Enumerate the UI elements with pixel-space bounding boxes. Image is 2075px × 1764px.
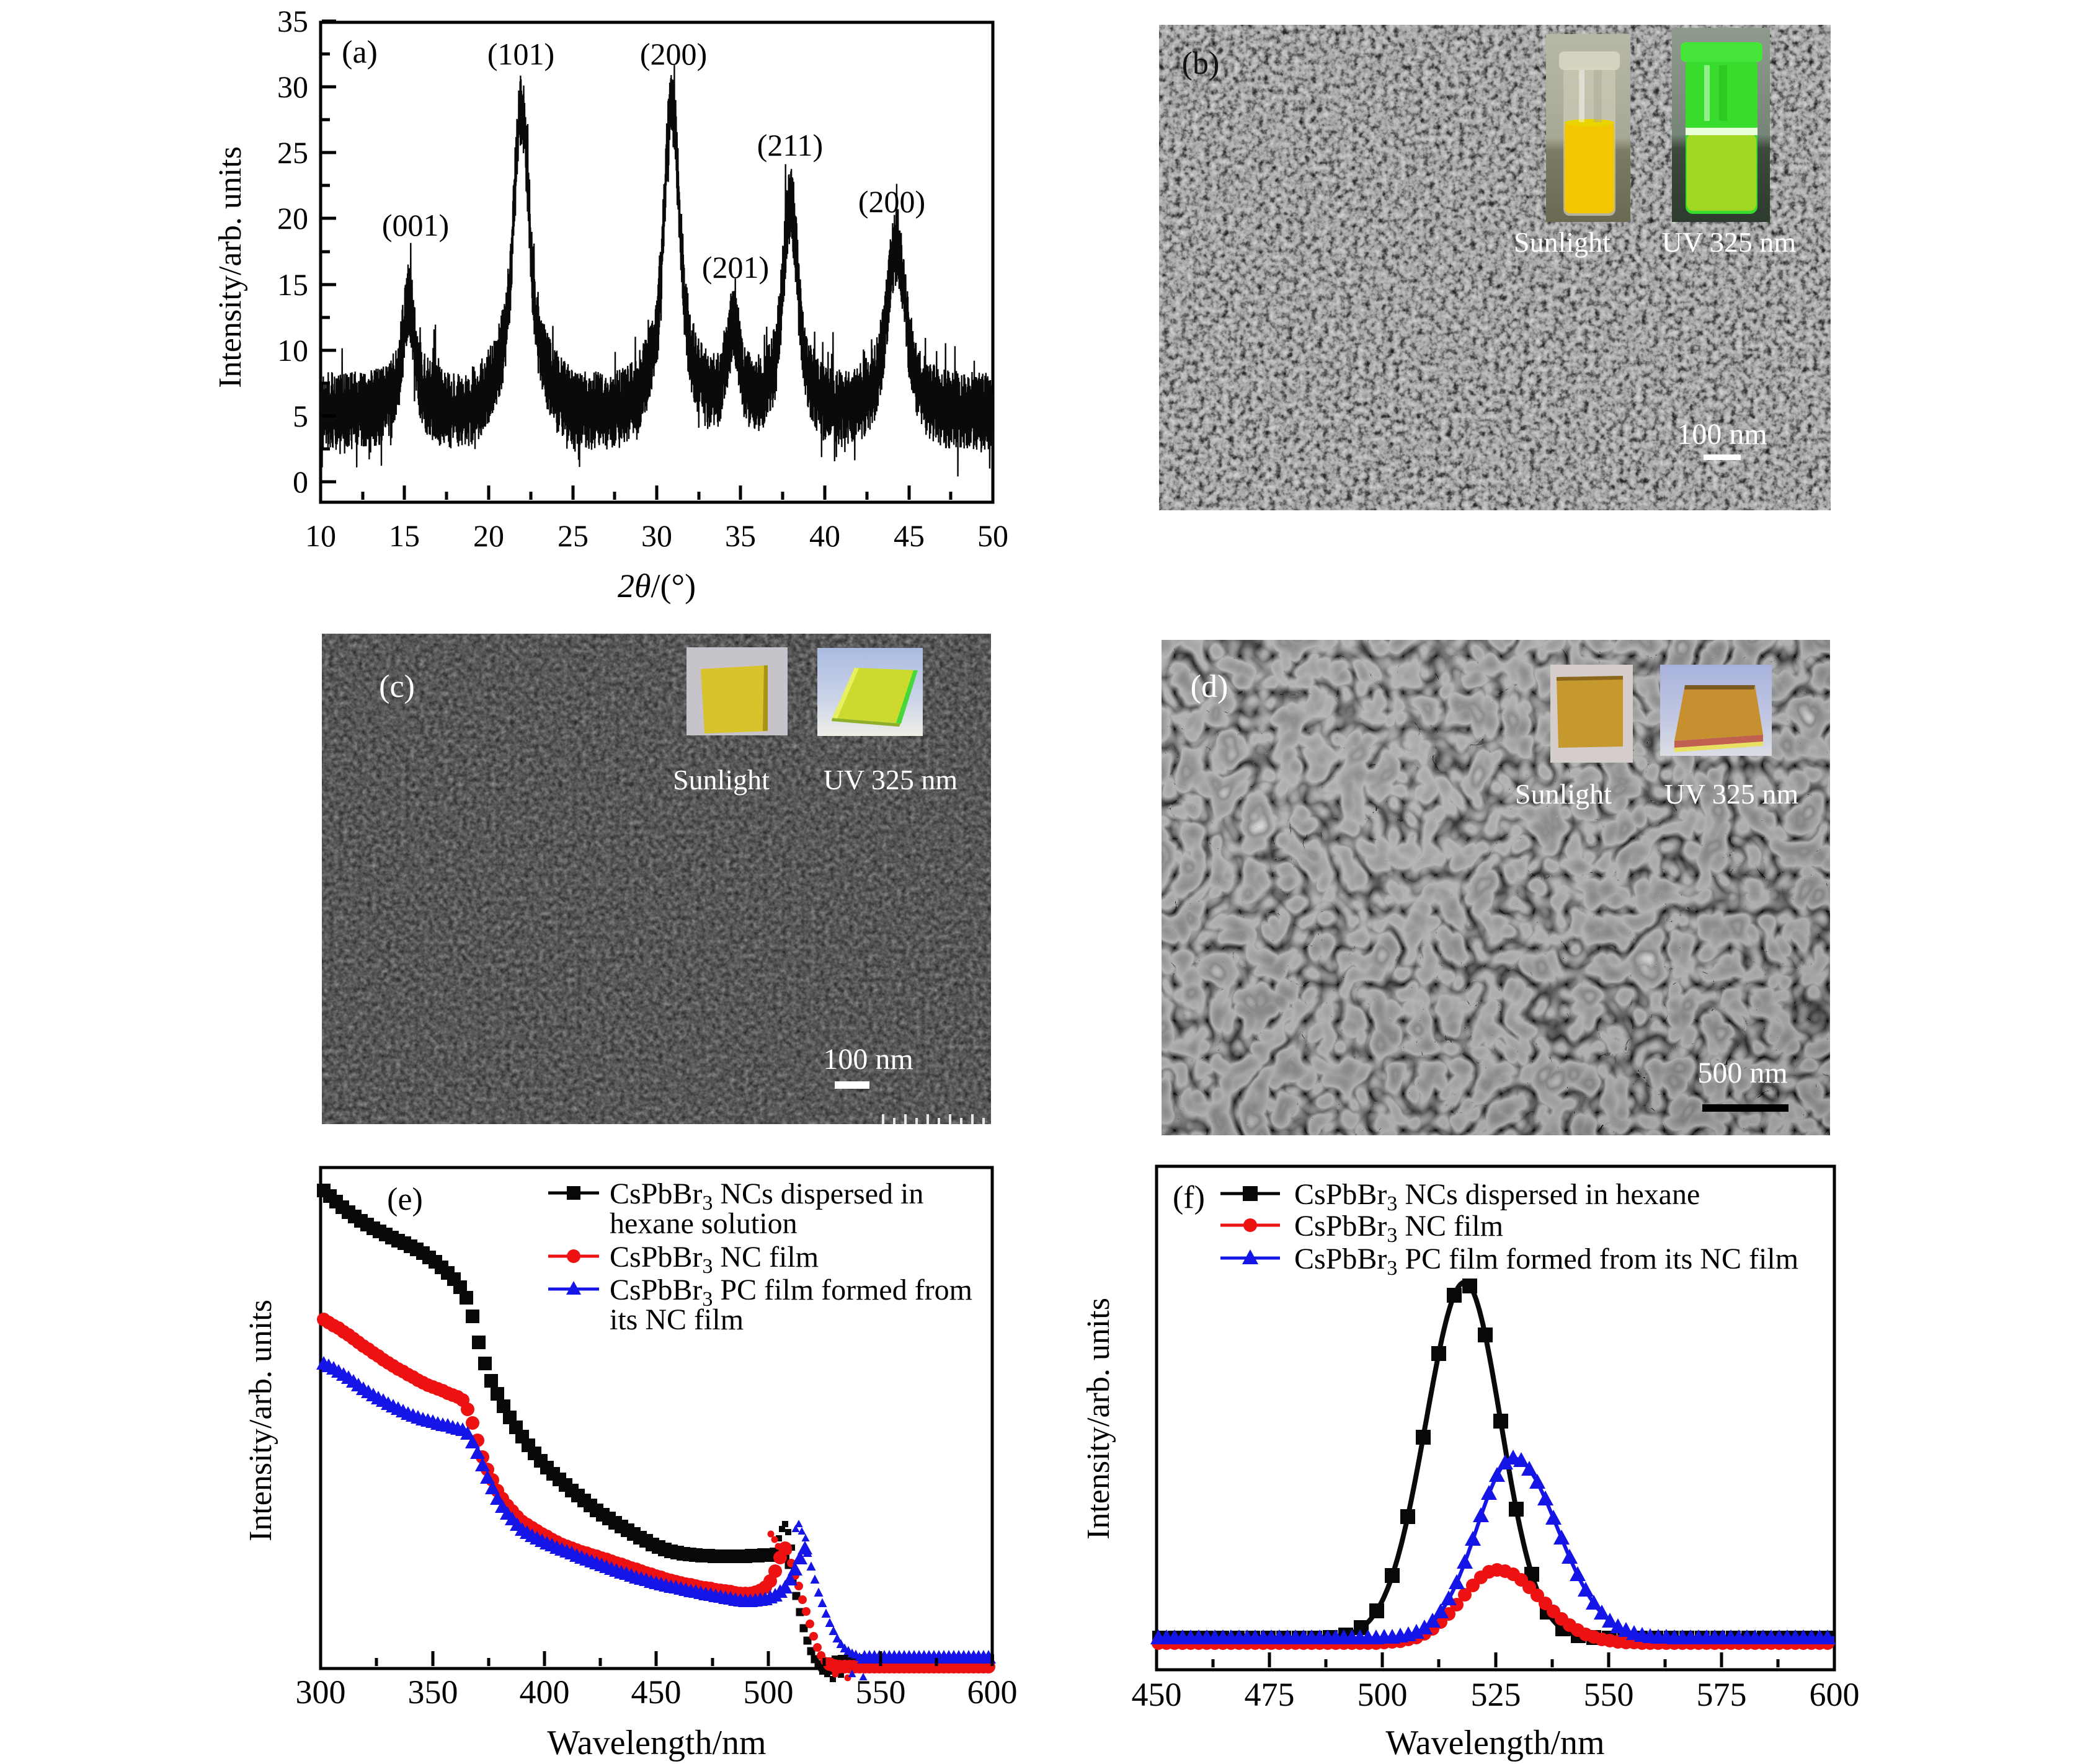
- svg-text:0: 0: [293, 464, 308, 499]
- svg-text:Sunlight: Sunlight: [1514, 226, 1611, 258]
- svg-text:525: 525: [1471, 1676, 1521, 1713]
- svg-text:(200): (200): [640, 37, 707, 71]
- svg-text:10: 10: [305, 518, 336, 553]
- svg-text:(211): (211): [757, 128, 823, 162]
- svg-text:Wavelength/nm: Wavelength/nm: [547, 1724, 766, 1762]
- svg-text:(f): (f): [1173, 1180, 1205, 1215]
- svg-text:20: 20: [473, 518, 504, 553]
- svg-text:(a): (a): [342, 35, 378, 70]
- svg-text:35: 35: [725, 518, 756, 553]
- svg-text:550: 550: [1584, 1676, 1634, 1713]
- svg-text:its NC film: its NC film: [610, 1303, 744, 1336]
- svg-text:2θ/(°): 2θ/(°): [618, 567, 696, 605]
- svg-text:15: 15: [389, 518, 420, 553]
- svg-text:(201): (201): [702, 250, 769, 285]
- svg-text:CsPbBr3 NC film: CsPbBr3 NC film: [1294, 1210, 1503, 1247]
- svg-text:Wavelength/nm: Wavelength/nm: [1385, 1724, 1604, 1762]
- svg-text:30: 30: [641, 518, 672, 553]
- svg-text:400: 400: [520, 1673, 570, 1711]
- svg-text:550: 550: [856, 1673, 906, 1711]
- svg-text:(001): (001): [382, 208, 449, 242]
- svg-text:100 nm: 100 nm: [823, 1043, 913, 1076]
- svg-text:450: 450: [1132, 1676, 1182, 1713]
- svg-text:600: 600: [1810, 1676, 1860, 1713]
- svg-text:500 nm: 500 nm: [1697, 1057, 1787, 1089]
- svg-text:Intensity/arb. units: Intensity/arb. units: [213, 146, 248, 388]
- svg-text:Intensity/arb. units: Intensity/arb. units: [1081, 1298, 1116, 1540]
- svg-text:25: 25: [277, 135, 308, 170]
- svg-text:Sunlight: Sunlight: [673, 764, 770, 796]
- svg-text:475: 475: [1245, 1676, 1295, 1713]
- svg-text:300: 300: [296, 1673, 346, 1711]
- svg-text:CsPbBr3 PC film formed from it: CsPbBr3 PC film formed from its NC film: [1294, 1243, 1798, 1280]
- svg-text:35: 35: [277, 4, 308, 38]
- svg-text:450: 450: [631, 1673, 682, 1711]
- svg-text:CsPbBr3 NCs dispersed in hexan: CsPbBr3 NCs dispersed in hexane: [1294, 1178, 1700, 1215]
- svg-text:40: 40: [809, 518, 840, 553]
- svg-text:20: 20: [277, 201, 308, 236]
- svg-text:Intensity/arb. units: Intensity/arb. units: [243, 1300, 278, 1541]
- svg-text:15: 15: [277, 267, 308, 302]
- svg-text:100 nm: 100 nm: [1677, 418, 1767, 451]
- svg-text:5: 5: [293, 399, 308, 433]
- svg-text:575: 575: [1697, 1676, 1747, 1713]
- svg-text:45: 45: [894, 518, 925, 553]
- svg-text:UV 325 nm: UV 325 nm: [1662, 226, 1797, 258]
- svg-text:(e): (e): [387, 1182, 423, 1217]
- svg-text:UV 325 nm: UV 325 nm: [1664, 778, 1799, 810]
- svg-text:(c): (c): [379, 669, 415, 704]
- svg-text:50: 50: [977, 518, 1008, 553]
- svg-text:25: 25: [558, 518, 589, 553]
- svg-text:500: 500: [1357, 1676, 1408, 1713]
- svg-text:10: 10: [277, 333, 308, 368]
- svg-text:(200): (200): [858, 184, 925, 219]
- svg-text:UV 325 nm: UV 325 nm: [824, 764, 958, 796]
- svg-text:600: 600: [967, 1673, 1018, 1711]
- svg-text:(101): (101): [487, 37, 554, 71]
- svg-text:(d): (d): [1191, 669, 1229, 704]
- svg-text:hexane solution: hexane solution: [610, 1207, 798, 1240]
- svg-text:Sunlight: Sunlight: [1515, 778, 1612, 810]
- svg-text:350: 350: [408, 1673, 458, 1711]
- svg-text:CsPbBr3 NC film: CsPbBr3 NC film: [610, 1241, 819, 1278]
- svg-text:CsPbBr3 PC film formed from: CsPbBr3 PC film formed from: [610, 1274, 972, 1311]
- svg-text:500: 500: [744, 1673, 794, 1711]
- svg-text:(b): (b): [1182, 46, 1220, 81]
- svg-text:CsPbBr3 NCs dispersed in: CsPbBr3 NCs dispersed in: [610, 1177, 923, 1215]
- svg-text:30: 30: [277, 69, 308, 104]
